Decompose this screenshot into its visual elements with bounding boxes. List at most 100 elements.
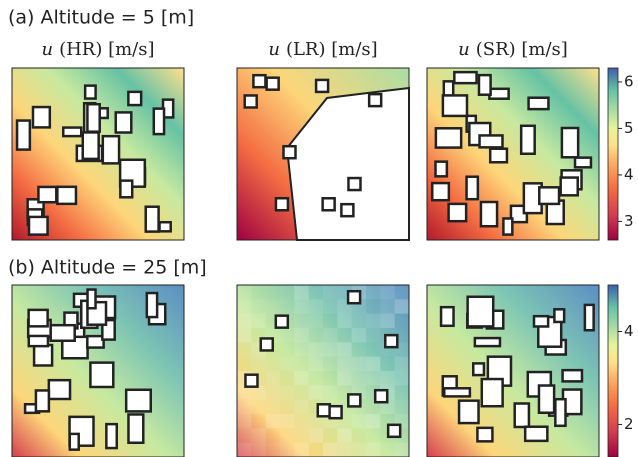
building (316, 80, 328, 92)
panel-label: u(SR) [m/s] (458, 39, 568, 60)
building (521, 126, 534, 154)
building (444, 388, 470, 396)
building (454, 72, 476, 83)
panel-unit: (LR) [m/s] (286, 39, 378, 60)
building (128, 414, 143, 442)
lr-cell (237, 400, 251, 414)
lr-cell (266, 285, 280, 299)
figure: (a) Altitude = 5 [m] (b) Altitude = 25 [… (0, 0, 638, 457)
lr-cell (251, 299, 265, 313)
variable: u (268, 39, 280, 60)
building (318, 404, 330, 416)
lr-cell (337, 428, 351, 442)
lr-cell (251, 414, 265, 428)
building (348, 291, 360, 303)
building (554, 309, 564, 322)
lr-cell (380, 357, 394, 371)
building (90, 363, 113, 387)
building (479, 75, 491, 95)
building (154, 109, 164, 134)
lr-cell (237, 414, 251, 428)
lr-cell (366, 314, 380, 328)
building (38, 187, 56, 202)
building (245, 95, 257, 107)
lr-cell (380, 299, 394, 313)
lr-cell (294, 371, 308, 385)
colorbar-tick-label: 4 (624, 322, 634, 340)
building (323, 198, 335, 210)
lr-cell (294, 357, 308, 371)
building (348, 178, 360, 190)
lr-cell (294, 443, 308, 457)
lr-cell (294, 285, 308, 299)
lr-cell (266, 371, 280, 385)
lr-cell (237, 285, 251, 299)
building (459, 401, 478, 423)
lr-cell (294, 328, 308, 342)
lr-cell (380, 443, 394, 457)
building (449, 204, 467, 221)
building (106, 424, 116, 448)
lr-cell (251, 443, 265, 457)
heatmap (237, 285, 409, 457)
lr-cell (395, 357, 409, 371)
lr-cell (266, 299, 280, 313)
lr-cell (323, 428, 337, 442)
variable: u (41, 39, 53, 60)
building (88, 290, 96, 309)
lr-cell (280, 400, 294, 414)
building (561, 178, 578, 196)
building (276, 316, 288, 328)
lr-cell (280, 299, 294, 313)
lr-cell (352, 414, 366, 428)
lr-cell (280, 371, 294, 385)
building (87, 104, 99, 131)
lr-cell (352, 342, 366, 356)
building (467, 177, 478, 199)
lr-cell (323, 314, 337, 328)
building (539, 386, 554, 413)
lr-cell (395, 299, 409, 313)
building (126, 390, 151, 412)
lr-cell (366, 328, 380, 342)
lr-cell (266, 400, 280, 414)
heatmap (427, 68, 599, 240)
building (29, 336, 48, 346)
heatmap (427, 285, 599, 457)
colorbar (608, 68, 618, 240)
building (70, 434, 79, 450)
building (17, 121, 30, 150)
panel-label: u (LR) [m/s] (268, 39, 377, 60)
colorbar-tick-label: 2 (624, 415, 634, 433)
building (29, 310, 48, 326)
building (388, 425, 400, 437)
lr-cell (251, 314, 265, 328)
lr-cell (280, 357, 294, 371)
lr-cell (352, 357, 366, 371)
building (490, 149, 507, 163)
lr-cell (280, 414, 294, 428)
building (563, 370, 582, 381)
lr-cell (366, 414, 380, 428)
lr-cell (294, 342, 308, 356)
lr-cell (352, 428, 366, 442)
building (369, 94, 381, 106)
lr-cell (337, 371, 351, 385)
lr-cell (352, 314, 366, 328)
lr-cell (280, 428, 294, 442)
building (128, 92, 141, 105)
colorbar (608, 285, 618, 457)
building (555, 399, 565, 426)
lr-cell (366, 342, 380, 356)
lr-cell (294, 428, 308, 442)
building (103, 136, 119, 163)
building (49, 380, 70, 399)
building (85, 86, 95, 99)
lr-cell (366, 285, 380, 299)
lr-cell (323, 342, 337, 356)
building (283, 146, 295, 158)
building (83, 132, 99, 158)
building (473, 363, 484, 375)
building (63, 128, 81, 137)
lr-cell (237, 443, 251, 457)
